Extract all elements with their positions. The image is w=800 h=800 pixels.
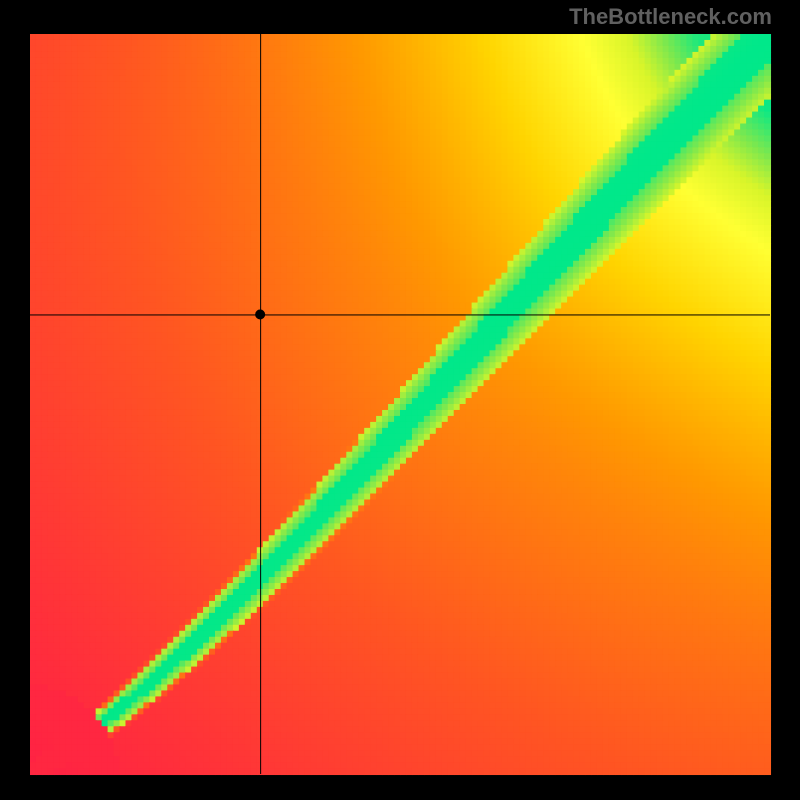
heatmap-canvas: [0, 0, 800, 800]
watermark-text: TheBottleneck.com: [569, 4, 772, 30]
